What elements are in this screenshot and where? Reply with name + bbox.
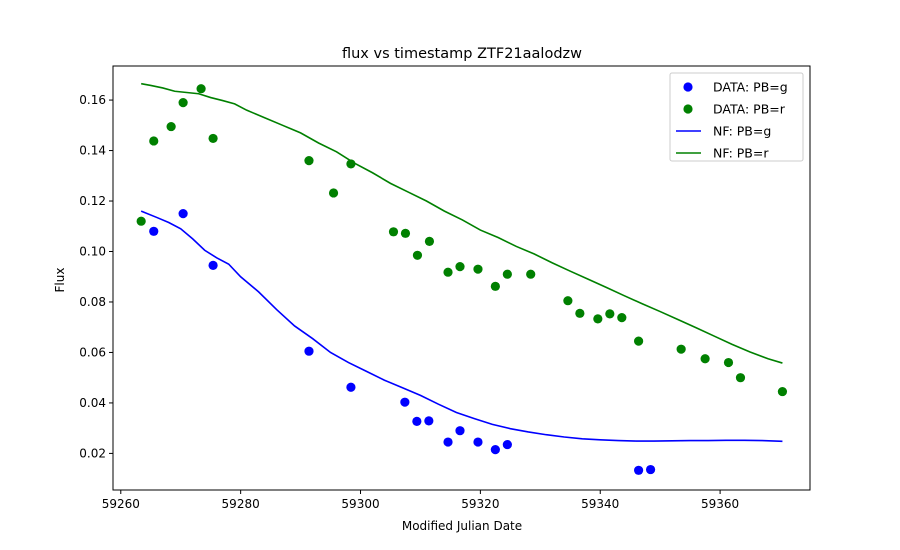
data-point-0-10 [473,437,483,447]
data-point-1-21 [593,314,603,324]
y-tick-label: 0.04 [79,396,106,410]
x-tick-label: 59340 [581,497,619,511]
data-point-1-8 [346,159,356,169]
y-tick-label: 0.10 [79,245,106,259]
y-tick-label: 0.14 [79,144,106,158]
data-point-0-13 [634,465,644,475]
x-tick-label: 59260 [102,497,140,511]
x-tick-label: 59360 [701,497,739,511]
legend-box [669,72,804,162]
chart-title: flux vs timestamp ZTF21aalodzw [342,46,582,62]
legend: DATA: PB=g DATA: PB=r NF: PB=g NF: PB=r [669,72,804,162]
data-point-1-0 [136,216,146,226]
y-tick-label: 0.02 [79,446,106,460]
legend-marker-0 [683,82,693,92]
data-point-1-6 [304,156,314,166]
x-axis-label: Modified Julian Date [402,519,522,533]
data-point-1-13 [443,267,453,277]
data-point-0-1 [178,209,188,219]
data-point-1-24 [634,336,644,346]
data-point-1-5 [208,133,218,144]
y-axis: 0.02 0.04 0.06 0.08 0.10 0.12 0.14 0.16 [79,93,113,460]
data-point-0-7 [424,416,434,426]
data-point-1-2 [166,121,176,132]
data-point-1-14 [455,262,465,272]
data-point-1-7 [328,188,339,198]
legend-marker-1 [683,104,693,114]
data-point-0-11 [490,445,500,455]
y-tick-label: 0.06 [79,345,106,359]
y-tick-label: 0.08 [79,295,106,309]
data-point-0-3 [304,346,314,356]
data-point-1-17 [502,269,512,279]
data-point-1-11 [412,250,423,260]
x-tick-label: 59280 [222,497,260,511]
legend-label-2: NF: PB=g [713,124,771,139]
data-point-1-27 [723,357,734,368]
series-line-3 [141,82,783,364]
data-point-1-1 [149,136,159,146]
data-point-0-12 [502,439,512,450]
axes-frame [112,65,811,491]
data-point-1-4 [196,84,206,94]
data-point-1-22 [605,309,615,319]
data-point-1-10 [400,228,411,238]
data-point-0-6 [412,416,422,426]
data-point-1-18 [526,269,536,279]
data-point-0-9 [455,426,465,436]
data-point-1-29 [777,386,788,397]
series-line-2 [140,210,783,443]
data-point-1-16 [490,281,500,291]
legend-label-3: NF: PB=r [713,146,769,161]
plot-area [112,65,811,491]
data-point-1-15 [473,264,483,274]
data-point-1-25 [676,344,686,354]
y-tick-label: 0.16 [79,93,106,107]
data-point-1-26 [700,354,710,364]
data-point-0-2 [208,260,218,270]
data-point-1-3 [178,98,188,108]
data-point-0-14 [645,464,656,475]
x-tick-label: 59300 [341,497,379,511]
data-point-1-28 [735,373,746,383]
data-point-0-4 [346,382,356,392]
x-axis: 59260 59280 59300 59320 59340 59360 [102,490,739,511]
data-point-1-12 [424,236,435,246]
data-point-1-9 [388,227,399,237]
data-point-1-19 [563,296,573,306]
data-point-0-5 [400,397,410,407]
legend-label-1: DATA: PB=r [713,102,786,117]
legend-label-0: DATA: PB=g [713,80,788,95]
data-point-1-20 [575,308,585,318]
x-tick-label: 59320 [461,497,499,511]
y-axis-label: Flux [53,268,67,293]
data-point-0-0 [149,226,159,236]
data-point-1-23 [617,313,627,323]
y-tick-label: 0.12 [79,194,106,208]
data-point-0-8 [443,437,453,447]
